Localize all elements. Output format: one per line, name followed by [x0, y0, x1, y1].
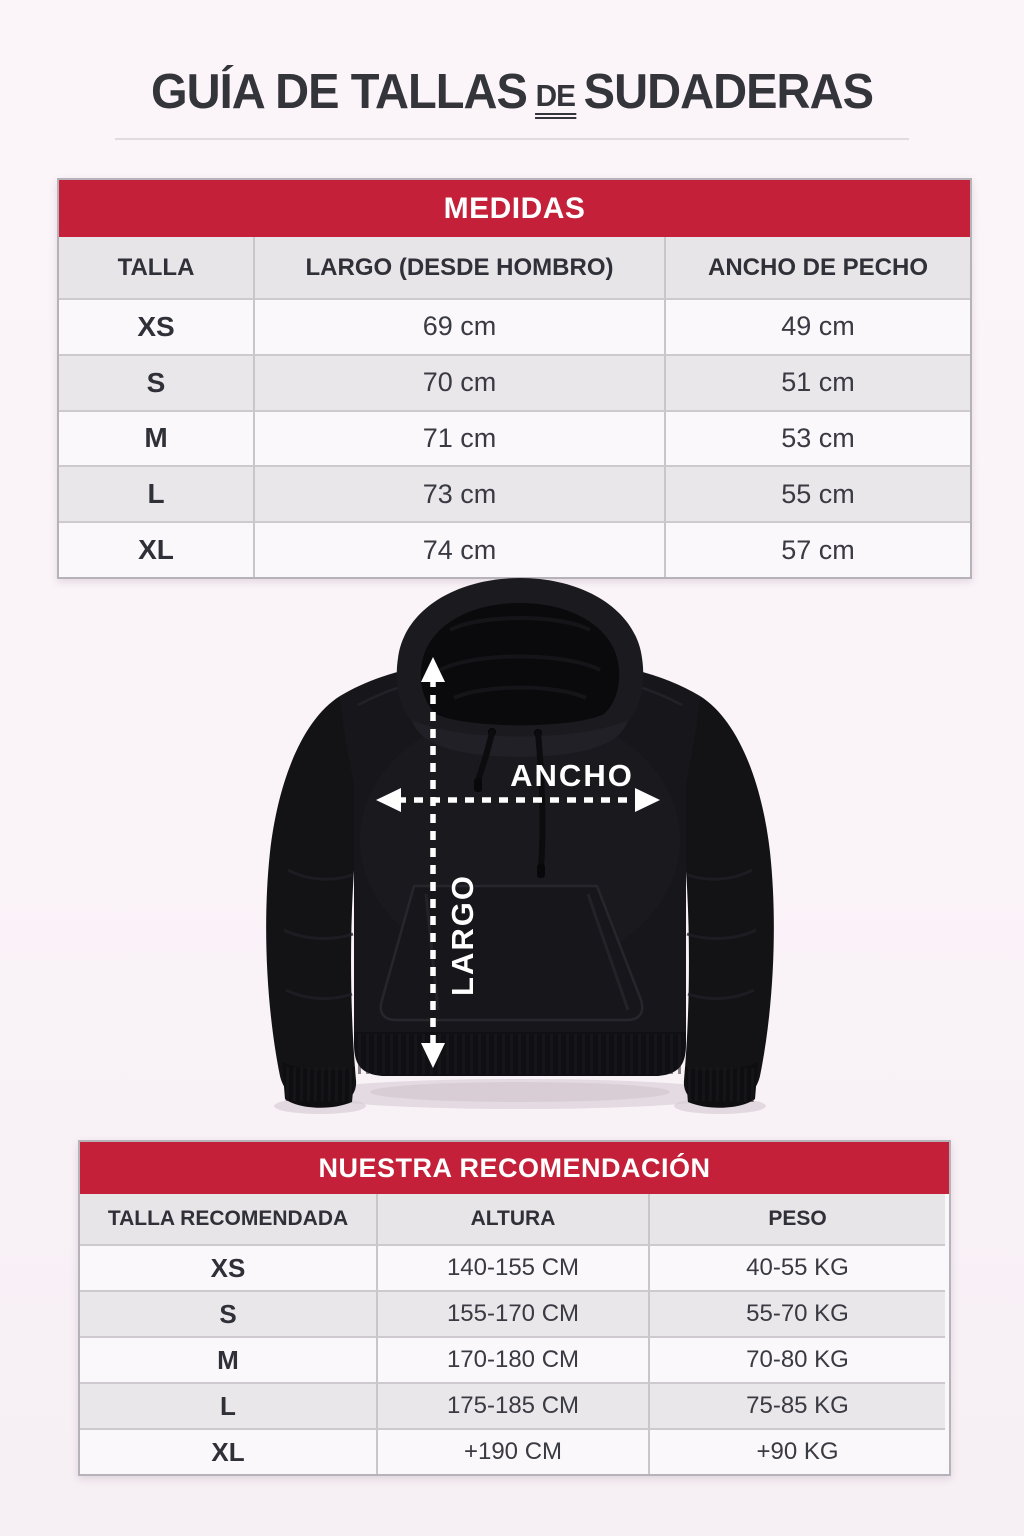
reco-row-s-peso: 55-70 KG [648, 1290, 945, 1336]
reco-col-header-talla: TALLA RECOMENDADA [80, 1194, 376, 1244]
medidas-row-xl-ancho: 57 cm [664, 521, 970, 577]
hoodie-illustration: ANCHO LARGO [266, 578, 774, 1114]
drawstring-right [535, 730, 546, 870]
medidas-table: MEDIDAS TALLA LARGO (DESDE HOMBRO) ANCHO… [57, 178, 972, 579]
medidas-table-grid: TALLA LARGO (DESDE HOMBRO) ANCHO DE PECH… [59, 237, 970, 577]
page-title-text: GUÍA DE TALLAS DE SUDADERAS [151, 64, 874, 120]
medidas-row-s-ancho: 51 cm [664, 353, 970, 410]
title-suffix: SUDADERAS [583, 65, 874, 119]
width-label: ANCHO [510, 758, 634, 793]
medidas-table-title: MEDIDAS [443, 191, 586, 225]
reco-row-xl-peso: +90 KG [648, 1428, 945, 1474]
recomendacion-table-title: NUESTRA RECOMENDACIÓN [318, 1152, 711, 1183]
reco-row-s-altura: 155-170 CM [376, 1290, 648, 1336]
reco-row-m-talla: M [80, 1336, 376, 1382]
medidas-row-xs-ancho: 49 cm [664, 298, 970, 354]
hoodie-diagram: ANCHO LARGO [240, 570, 800, 1130]
width-arrow [376, 788, 660, 812]
reco-row-l-altura: 175-185 CM [376, 1382, 648, 1428]
medidas-row-xl-largo: 74 cm [253, 521, 664, 577]
length-label: LARGO [445, 874, 480, 996]
medidas-row-m-ancho: 53 cm [664, 409, 970, 466]
title-prefix: GUÍA DE TALLAS [151, 65, 528, 119]
medidas-row-s-talla: S [59, 353, 253, 410]
medidas-row-m-talla: M [59, 409, 253, 466]
reco-row-s-talla: S [80, 1290, 376, 1336]
reco-row-l-peso: 75-85 KG [648, 1382, 945, 1428]
medidas-row-xl-talla: XL [59, 521, 253, 577]
reco-col-header-altura: ALTURA [376, 1194, 648, 1244]
medidas-col-header-largo: LARGO (DESDE HOMBRO) [253, 237, 664, 298]
hood-collar [412, 720, 628, 757]
left-sleeve-wrinkles [283, 868, 354, 1001]
reco-row-l-talla: L [80, 1382, 376, 1428]
reco-row-m-altura: 170-180 CM [376, 1336, 648, 1382]
length-arrow [421, 657, 445, 1068]
length-arrowhead-top [421, 657, 445, 682]
hoodie-shadow-inner [370, 1082, 670, 1102]
medidas-row-l-ancho: 55 cm [664, 465, 970, 522]
hoodie-right-sleeve [676, 696, 774, 1101]
title-divider [115, 138, 909, 140]
width-arrowhead-left [376, 788, 401, 812]
reco-row-xs-altura: 140-155 CM [376, 1244, 648, 1290]
drawstring-aglet-right [537, 864, 545, 878]
kangaroo-pocket [379, 884, 644, 1022]
recomendacion-table-grid: TALLA RECOMENDADA ALTURA PESO XS 140-155… [80, 1194, 949, 1474]
reco-row-xs-talla: XS [80, 1244, 376, 1290]
hoodie-left-sleeve [266, 696, 364, 1101]
recomendacion-table: NUESTRA RECOMENDACIÓN TALLA RECOMENDADA … [78, 1140, 951, 1476]
medidas-row-l-talla: L [59, 465, 253, 522]
medidas-row-m-largo: 71 cm [253, 409, 664, 466]
page-title: GUÍA DE TALLAS DE SUDADERAS [0, 64, 1024, 120]
medidas-row-xs-largo: 69 cm [253, 298, 664, 354]
reco-row-m-peso: 70-80 KG [648, 1336, 945, 1382]
drawstring-aglet-left [474, 778, 482, 792]
hood-inner [420, 603, 620, 726]
hood-lining-folds [439, 616, 601, 700]
recomendacion-table-header: NUESTRA RECOMENDACIÓN [80, 1142, 949, 1194]
reco-col-header-peso: PESO [648, 1194, 945, 1244]
reco-row-xs-peso: 40-55 KG [648, 1244, 945, 1290]
length-arrowhead-bottom [421, 1043, 445, 1068]
right-sleeve-wrinkles [686, 868, 757, 1001]
medidas-row-s-largo: 70 cm [253, 353, 664, 410]
medidas-table-header: MEDIDAS [59, 180, 970, 237]
title-connector: DE [534, 78, 576, 119]
width-arrowhead-right [635, 788, 660, 812]
medidas-row-l-largo: 73 cm [253, 465, 664, 522]
reco-row-xl-altura: +190 CM [376, 1428, 648, 1474]
medidas-col-header-talla: TALLA [59, 237, 253, 298]
medidas-row-xs-talla: XS [59, 298, 253, 354]
reco-row-xl-talla: XL [80, 1428, 376, 1474]
medidas-col-header-ancho: ANCHO DE PECHO [664, 237, 970, 298]
